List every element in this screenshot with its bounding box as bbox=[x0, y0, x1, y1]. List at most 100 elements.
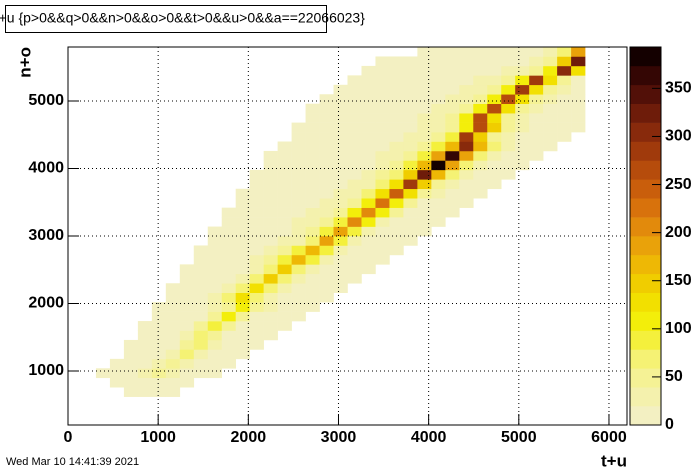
heatmap-cell bbox=[249, 321, 264, 331]
heatmap-cell bbox=[333, 113, 348, 123]
heatmap-cell bbox=[361, 236, 376, 246]
heatmap-cell bbox=[543, 94, 558, 104]
heatmap-cell bbox=[515, 150, 530, 161]
chart-title: n+o:t+u {p>0&&q>0&&n>0&&o>0&&t>0&&u>0&&a… bbox=[0, 10, 365, 26]
heatmap-cell bbox=[473, 75, 488, 86]
heatmap-cell bbox=[445, 47, 460, 57]
x-tick-label: 2000 bbox=[231, 429, 267, 446]
heatmap-cell bbox=[179, 358, 195, 369]
heatmap-cell bbox=[249, 292, 264, 303]
heatmap-cell bbox=[305, 264, 320, 275]
heatmap-cell bbox=[361, 188, 376, 199]
heatmap-cell bbox=[459, 113, 474, 123]
heatmap-cell bbox=[235, 226, 250, 237]
heatmap-cell bbox=[571, 94, 586, 104]
heatmap-cell bbox=[445, 56, 460, 67]
heatmap-cell bbox=[431, 217, 446, 227]
heatmap-cell bbox=[417, 65, 432, 76]
heatmap-cell bbox=[543, 132, 558, 142]
heatmap-cell bbox=[333, 264, 348, 275]
z-tick-label: 250 bbox=[665, 176, 692, 193]
heatmap-cell bbox=[557, 94, 572, 104]
heatmap-cell bbox=[487, 169, 502, 180]
heatmap-cell bbox=[221, 254, 236, 265]
heatmap-cell bbox=[319, 141, 334, 152]
y-axis-title: n+o bbox=[15, 47, 34, 78]
heatmap-cell bbox=[137, 321, 153, 331]
heatmap-cell bbox=[109, 368, 125, 379]
heatmap-cell bbox=[333, 207, 348, 218]
heatmap-cell bbox=[361, 94, 376, 104]
heatmap-cell bbox=[333, 132, 348, 142]
heatmap-cell bbox=[417, 150, 432, 161]
heatmap-cell bbox=[515, 75, 530, 86]
color-scale-frame bbox=[629, 46, 662, 426]
heatmap-cell bbox=[403, 226, 418, 237]
heatmap-cell bbox=[277, 207, 292, 218]
heatmap-cell bbox=[221, 292, 236, 303]
heatmap-cell bbox=[221, 311, 236, 322]
heatmap-cell bbox=[333, 169, 348, 180]
heatmap-cell bbox=[459, 75, 474, 86]
heatmap-cell bbox=[487, 113, 502, 123]
heatmap-cell bbox=[529, 84, 544, 95]
heatmap-cell bbox=[207, 330, 223, 341]
heatmap-cell bbox=[207, 264, 223, 275]
heatmap-cell bbox=[333, 273, 348, 284]
heatmap-cell bbox=[193, 292, 209, 303]
heatmap-cell bbox=[249, 179, 264, 190]
heatmap-cell bbox=[235, 264, 250, 275]
heatmap-cell bbox=[459, 169, 474, 180]
heatmap-cell bbox=[375, 160, 390, 171]
heatmap-cell bbox=[389, 122, 404, 133]
heatmap-cell bbox=[305, 122, 320, 133]
heatmap-cell bbox=[557, 65, 572, 76]
heatmap-cell bbox=[515, 113, 530, 123]
heatmap-cell bbox=[193, 264, 209, 275]
heatmap-cell bbox=[501, 169, 516, 180]
heatmap-cell bbox=[529, 122, 544, 133]
heatmap-cell bbox=[263, 283, 278, 293]
heatmap-cell bbox=[487, 141, 502, 152]
heatmap-cell bbox=[221, 302, 236, 312]
heatmap-cell bbox=[375, 56, 390, 67]
heatmap-cell bbox=[109, 377, 125, 388]
heatmap-cell bbox=[347, 113, 362, 123]
heatmap-cell bbox=[417, 132, 432, 142]
heatmap-cell bbox=[473, 65, 488, 76]
heatmap-cell bbox=[207, 292, 223, 303]
heatmap-cell bbox=[165, 349, 181, 360]
z-tick-label: 200 bbox=[665, 224, 692, 241]
heatmap-cell bbox=[207, 368, 223, 379]
heatmap-cell bbox=[347, 217, 362, 227]
heatmap-cell bbox=[431, 122, 446, 133]
heatmap-cell bbox=[179, 292, 195, 303]
heatmap-cell bbox=[361, 254, 376, 265]
heatmap-cell bbox=[361, 198, 376, 208]
heatmap-cell bbox=[375, 65, 390, 76]
heatmap-cell bbox=[179, 273, 195, 284]
heatmap-cell bbox=[263, 311, 278, 322]
heatmap-cell bbox=[571, 122, 586, 133]
heatmap-cell bbox=[403, 122, 418, 133]
color-scale-band bbox=[630, 141, 661, 161]
heatmap-cell bbox=[445, 141, 460, 152]
heatmap-cell bbox=[165, 339, 181, 350]
heatmap-cell bbox=[221, 339, 236, 350]
heatmap-cell bbox=[221, 264, 236, 275]
heatmap-cell bbox=[235, 273, 250, 284]
heatmap-cell bbox=[123, 349, 139, 360]
heatmap-cell bbox=[445, 179, 460, 190]
heatmap-cell bbox=[305, 217, 320, 227]
heatmap-cell bbox=[543, 65, 558, 76]
heatmap-cell bbox=[249, 311, 264, 322]
z-tick-label: 100 bbox=[665, 320, 692, 337]
heatmap-cell bbox=[305, 169, 320, 180]
heatmap-cell bbox=[263, 236, 278, 246]
heatmap-cell bbox=[417, 103, 432, 114]
heatmap-cell bbox=[389, 245, 404, 256]
heatmap-cell bbox=[319, 273, 334, 284]
heatmap-cell bbox=[193, 273, 209, 284]
heatmap-cell bbox=[431, 207, 446, 218]
heatmap-cell bbox=[529, 94, 544, 104]
